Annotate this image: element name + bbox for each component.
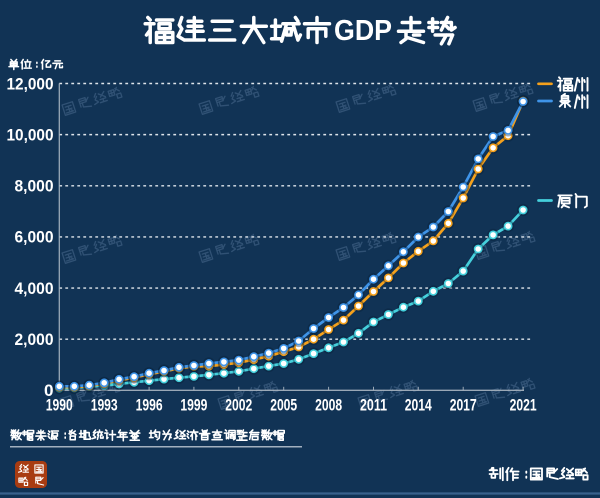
svg-text:GDP: GDP: [334, 15, 392, 47]
svg-text:1993: 1993: [91, 396, 118, 414]
svg-text:0: 0: [44, 382, 54, 400]
svg-text:2014: 2014: [405, 396, 433, 414]
svg-text:2021: 2021: [510, 396, 537, 414]
svg-text:2002: 2002: [225, 396, 252, 414]
svg-text:6,000: 6,000: [15, 229, 54, 247]
svg-text:2005: 2005: [270, 396, 297, 414]
svg-text:2011: 2011: [360, 396, 387, 414]
svg-text:12,000: 12,000: [7, 75, 54, 93]
svg-text:1996: 1996: [136, 396, 163, 414]
svg-text:1999: 1999: [180, 396, 207, 414]
svg-text:10,000: 10,000: [7, 126, 54, 144]
svg-text:2008: 2008: [315, 396, 342, 414]
svg-text:8,000: 8,000: [15, 178, 54, 196]
svg-text:2,000: 2,000: [15, 331, 54, 349]
svg-text:2017: 2017: [450, 396, 477, 414]
svg-text:4,000: 4,000: [15, 280, 54, 298]
svg-text:1990: 1990: [46, 396, 73, 414]
